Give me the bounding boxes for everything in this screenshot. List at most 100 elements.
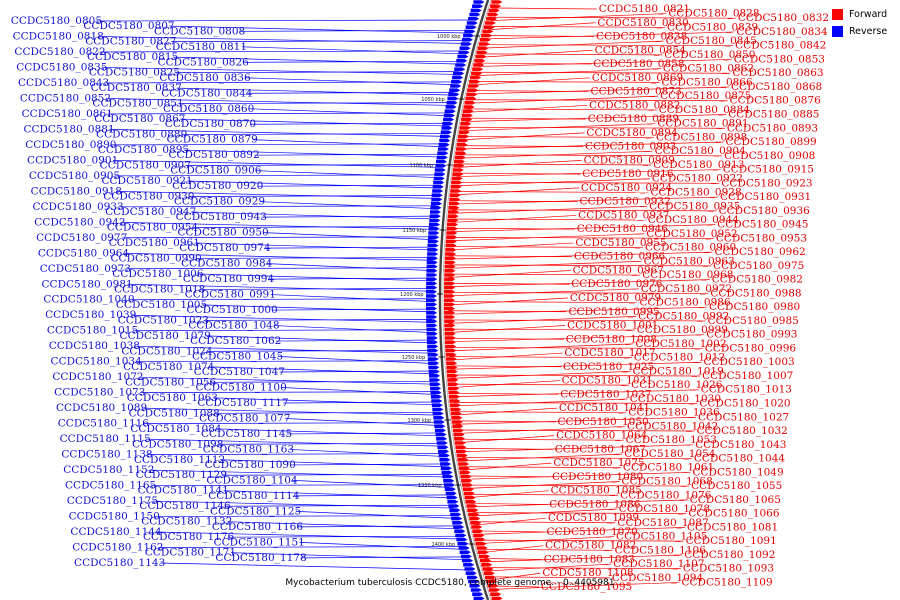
reverse-gene-label[interactable]: CCDC5180_0867 bbox=[94, 113, 185, 125]
forward-gene-label[interactable]: CCDC5180_1082 bbox=[545, 540, 636, 552]
forward-gene-label[interactable]: CCDC5180_0868 bbox=[731, 81, 822, 93]
forward-gene-label[interactable]: CCDC5180_1093 bbox=[683, 563, 774, 575]
reverse-gene-label[interactable]: CCDC5180_0964 bbox=[38, 247, 130, 259]
forward-gene-label[interactable]: CCDC5180_1001 bbox=[567, 320, 658, 332]
forward-gene-label[interactable]: CCDC5180_0821 bbox=[599, 3, 690, 15]
reverse-gene-label[interactable]: CCDC5180_0861 bbox=[22, 108, 113, 120]
forward-gene-label[interactable]: CCDC5180_1055 bbox=[691, 480, 782, 492]
forward-gene-label[interactable]: CCDC5180_0885 bbox=[728, 109, 819, 121]
forward-gene-label[interactable]: CCDC5180_1066 bbox=[688, 508, 780, 520]
reverse-gene-label[interactable]: CCDC5180_1171 bbox=[145, 547, 236, 559]
reverse-gene-label[interactable]: CCDC5180_0933 bbox=[32, 201, 123, 213]
forward-gene-label[interactable]: CCDC5180_0999 bbox=[637, 324, 728, 336]
reverse-gene-label[interactable]: CCDC5180_0974 bbox=[179, 242, 271, 254]
forward-gene-label[interactable]: CCDC5180_1095 bbox=[541, 581, 632, 593]
reverse-gene-label[interactable]: CCDC5180_1038 bbox=[49, 340, 140, 352]
forward-gene-label[interactable]: CCDC5180_1108 bbox=[542, 567, 633, 579]
reverse-gene-label[interactable]: CCDC5180_1129 bbox=[136, 469, 227, 481]
forward-gene-label[interactable]: CCDC5180_1026 bbox=[631, 379, 723, 391]
reverse-gene-label[interactable]: CCDC5180_0852 bbox=[20, 92, 111, 104]
forward-gene-label[interactable]: CCDC5180_0975 bbox=[713, 260, 804, 272]
forward-gene-label[interactable]: CCDC5180_1053 bbox=[626, 434, 717, 446]
forward-gene-label[interactable]: CCDC5180_0853 bbox=[734, 53, 825, 65]
forward-gene-label[interactable]: CCDC5180_0866 bbox=[661, 76, 753, 88]
forward-gene-label[interactable]: CCDC5180_0842 bbox=[735, 40, 826, 52]
reverse-gene-label[interactable]: CCDC5180_1039 bbox=[45, 309, 136, 321]
forward-gene-label[interactable]: CCDC5180_0913 bbox=[653, 159, 744, 171]
reverse-gene-label[interactable]: CCDC5180_1098 bbox=[132, 438, 223, 450]
forward-gene-label[interactable]: CCDC5180_0931 bbox=[720, 191, 811, 203]
forward-gene-label[interactable]: CCDC5180_1064 bbox=[556, 430, 648, 442]
reverse-gene-label[interactable]: CCDC5180_1115 bbox=[60, 433, 151, 445]
forward-gene-label[interactable]: CCDC5180_0909 bbox=[584, 154, 675, 166]
forward-gene-label[interactable]: CCDC5180_0838 bbox=[596, 31, 687, 43]
reverse-gene-label[interactable]: CCDC5180_1138 bbox=[61, 449, 152, 461]
forward-gene-label[interactable]: CCDC5180_1044 bbox=[694, 453, 786, 465]
reverse-gene-label[interactable]: CCDC5180_0907 bbox=[100, 160, 191, 172]
forward-gene-label[interactable]: CCDC5180_1061 bbox=[623, 462, 714, 474]
forward-gene-label[interactable]: CCDC5180_0985 bbox=[708, 315, 799, 327]
reverse-gene-label[interactable]: CCDC5180_1132 bbox=[141, 516, 232, 528]
forward-gene-label[interactable]: CCDC5180_1091 bbox=[686, 535, 777, 547]
forward-gene-label[interactable]: CCDC5180_0980 bbox=[709, 301, 800, 313]
forward-gene-label[interactable]: CCDC5180_0967 bbox=[573, 264, 664, 276]
forward-gene-label[interactable]: CCDC5180_0986 bbox=[639, 297, 731, 309]
reverse-gene-label[interactable]: CCDC5180_0811 bbox=[156, 41, 247, 53]
reverse-gene-label[interactable]: CCDC5180_1162 bbox=[72, 542, 163, 554]
reverse-gene-label[interactable]: CCDC5180_1143 bbox=[74, 557, 165, 569]
reverse-gene-label[interactable]: CCDC5180_1062 bbox=[190, 335, 281, 347]
reverse-gene-label[interactable]: CCDC5180_0881 bbox=[23, 123, 114, 135]
forward-gene-label[interactable]: CCDC5180_1068 bbox=[622, 475, 713, 487]
reverse-gene-label[interactable]: CCDC5180_0984 bbox=[181, 258, 273, 270]
reverse-gene-label[interactable]: CCDC5180_1125 bbox=[210, 505, 301, 517]
forward-gene-label[interactable]: CCDC5180_1067 bbox=[555, 443, 646, 455]
forward-gene-label[interactable]: CCDC5180_1075 bbox=[553, 457, 644, 469]
forward-gene-label[interactable]: CCDC5180_1012 bbox=[634, 352, 725, 364]
forward-gene-label[interactable]: CCDC5180_0854 bbox=[595, 44, 687, 56]
forward-gene-label[interactable]: CCDC5180_0863 bbox=[732, 67, 823, 79]
forward-gene-label[interactable]: CCDC5180_1030 bbox=[630, 393, 721, 405]
forward-gene-label[interactable]: CCDC5180_0923 bbox=[721, 177, 812, 189]
reverse-gene-label[interactable]: CCDC5180_0818 bbox=[13, 30, 104, 42]
reverse-gene-label[interactable]: CCDC5180_1089 bbox=[56, 402, 147, 414]
forward-gene-label[interactable]: CCDC5180_0960 bbox=[645, 242, 736, 254]
reverse-gene-label[interactable]: CCDC5180_1163 bbox=[203, 443, 294, 455]
forward-gene-label[interactable]: CCDC5180_0962 bbox=[714, 246, 805, 258]
forward-gene-label[interactable]: CCDC5180_0916 bbox=[582, 168, 674, 180]
forward-gene-label[interactable]: CCDC5180_0936 bbox=[719, 205, 811, 217]
reverse-gene-label[interactable]: CCDC5180_1104 bbox=[206, 474, 298, 486]
reverse-gene-label[interactable]: CCDC5180_0977 bbox=[36, 232, 127, 244]
forward-gene-label[interactable]: CCDC5180_1092 bbox=[684, 549, 775, 561]
reverse-gene-label[interactable]: CCDC5180_1176 bbox=[143, 531, 235, 543]
reverse-gene-label[interactable]: CCDC5180_0994 bbox=[183, 273, 275, 285]
forward-gene-label[interactable]: CCDC5180_1078 bbox=[619, 503, 710, 515]
reverse-gene-label[interactable]: CCDC5180_0827 bbox=[85, 36, 176, 48]
reverse-gene-label[interactable]: CCDC5180_1024 bbox=[121, 345, 213, 357]
forward-gene-label[interactable]: CCDC5180_0944 bbox=[648, 214, 740, 226]
reverse-gene-label[interactable]: CCDC5180_1006 bbox=[112, 268, 204, 280]
forward-gene-label[interactable]: CCDC5180_0928 bbox=[650, 186, 741, 198]
forward-gene-label[interactable]: CCDC5180_0946 bbox=[577, 223, 669, 235]
forward-gene-label[interactable]: CCDC5180_1042 bbox=[627, 420, 718, 432]
reverse-gene-label[interactable]: CCDC5180_0879 bbox=[167, 134, 258, 146]
reverse-gene-label[interactable]: CCDC5180_0844 bbox=[161, 87, 253, 99]
forward-gene-label[interactable]: CCDC5180_1106 bbox=[615, 544, 707, 556]
reverse-gene-label[interactable]: CCDC5180_1150 bbox=[69, 511, 160, 523]
reverse-gene-label[interactable]: CCDC5180_0836 bbox=[159, 72, 251, 84]
forward-gene-label[interactable]: CCDC5180_1003 bbox=[703, 356, 794, 368]
forward-gene-label[interactable]: CCDC5180_1070 bbox=[547, 526, 638, 538]
forward-gene-label[interactable]: CCDC5180_0889 bbox=[588, 113, 679, 125]
reverse-gene-label[interactable]: CCDC5180_0918 bbox=[31, 185, 122, 197]
reverse-gene-label[interactable]: CCDC5180_1146 bbox=[139, 500, 231, 512]
reverse-gene-label[interactable]: CCDC5180_0905 bbox=[29, 170, 120, 182]
reverse-gene-label[interactable]: CCDC5180_1056 bbox=[125, 376, 217, 388]
reverse-gene-label[interactable]: CCDC5180_0950 bbox=[177, 227, 268, 239]
forward-gene-label[interactable]: CCDC5180_1076 bbox=[620, 489, 712, 501]
forward-gene-label[interactable]: CCDC5180_0834 bbox=[737, 26, 829, 38]
reverse-gene-label[interactable]: CCDC5180_0920 bbox=[172, 180, 263, 192]
forward-gene-label[interactable]: CCDC5180_1085 bbox=[551, 485, 642, 497]
reverse-gene-label[interactable]: CCDC5180_1023 bbox=[118, 314, 209, 326]
reverse-gene-label[interactable]: CCDC5180_1166 bbox=[212, 521, 304, 533]
forward-gene-label[interactable]: CCDC5180_1020 bbox=[699, 398, 790, 410]
forward-gene-label[interactable]: CCDC5180_1094 bbox=[612, 572, 704, 584]
